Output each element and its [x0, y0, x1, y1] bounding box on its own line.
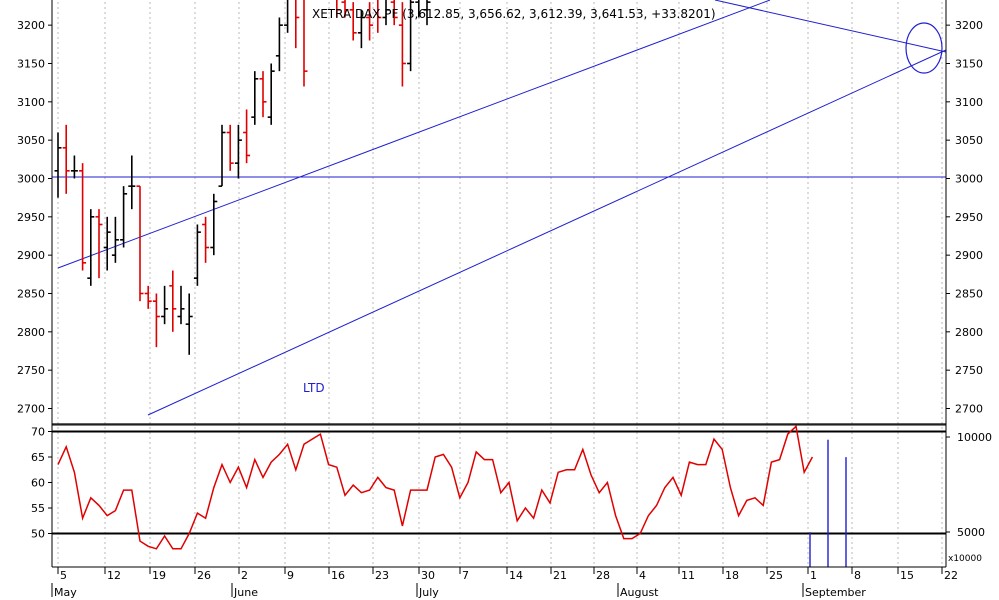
rsi-tick-label: 65: [31, 451, 45, 464]
y-tick-label-left: 3150: [17, 57, 45, 70]
y-tick-label-right: 3150: [955, 57, 983, 70]
x-tick-label: 25: [769, 569, 783, 582]
rsi-line: [57, 424, 814, 550]
month-label: September: [805, 586, 866, 599]
x-tick-label: 7: [462, 569, 469, 582]
x-tick-label: 8: [854, 569, 861, 582]
x-tick-label: 21: [553, 569, 567, 582]
ltd-annotation: LTD: [303, 381, 325, 395]
x-tick-label: 18: [725, 569, 739, 582]
x-tick-label: 23: [375, 569, 389, 582]
y-tick-label-left: 3100: [17, 96, 45, 109]
x-tick-label: 4: [639, 569, 646, 582]
ohlc-bars: [54, 0, 431, 355]
y-tick-label-left: 3050: [17, 134, 45, 147]
vertical-gridlines: [57, 2, 943, 567]
month-label: August: [620, 586, 659, 599]
y-tick-label-right: 2850: [955, 287, 983, 300]
volume-bars: [809, 439, 847, 567]
y-tick-label-left: 2800: [17, 326, 45, 339]
trendline: [714, 0, 947, 53]
trendline: [57, 0, 771, 269]
y-tick-label-left: 3200: [17, 19, 45, 32]
trendlines: [57, 0, 947, 416]
rsi-tick-label: 70: [31, 426, 45, 439]
y-tick-label-left: 2850: [17, 287, 45, 300]
rsi-tick-label: 50: [31, 528, 45, 541]
month-label: May: [54, 586, 77, 599]
x-tick-label: 22: [944, 569, 958, 582]
rsi-tick-label: 55: [31, 502, 45, 515]
y-tick-label-right: 2900: [955, 249, 983, 262]
x-tick-label: 9: [287, 569, 294, 582]
y-tick-label-right: 2950: [955, 211, 983, 224]
target-circle: [905, 22, 943, 74]
y-tick-label-right: 2800: [955, 326, 983, 339]
y-tick-label-left: 3000: [17, 172, 45, 185]
rsi-axis: 50 55 60 65 70: [31, 426, 52, 541]
y-tick-label-left: 2900: [17, 249, 45, 262]
volume-axis: 10000 5000: [946, 431, 992, 539]
x-tick-label: 28: [596, 569, 610, 582]
y-tick-label-right: 2700: [955, 403, 983, 416]
x-tick-label: 1: [810, 569, 817, 582]
month-label: July: [418, 586, 439, 599]
y-tick-label-right: 3000: [955, 172, 983, 185]
rsi-tick-label: 60: [31, 477, 45, 490]
x-tick-label: 5: [60, 569, 67, 582]
chart-title: XETRA DAX PF (3,612.85, 3,656.62, 3,612.…: [312, 7, 716, 21]
y-tick-label-right: 3200: [955, 19, 983, 32]
y-tick-label-right: 3100: [955, 96, 983, 109]
y-tick-label-right: 3050: [955, 134, 983, 147]
x-tick-label: 15: [900, 569, 914, 582]
volume-tick-label: 5000: [957, 526, 985, 539]
price-axis: 2700 2700 2750 2750 2800 2800 2850 2850 2900 2900…: [17, 19, 983, 416]
x-tick-label: 19: [152, 569, 166, 582]
x-tick-label: 30: [421, 569, 435, 582]
x-tick-label: 14: [509, 569, 523, 582]
y-tick-label-left: 2950: [17, 211, 45, 224]
y-tick-label-left: 2700: [17, 403, 45, 416]
y-tick-label-left: 2750: [17, 364, 45, 377]
x-tick-label: 11: [681, 569, 695, 582]
volume-scale-label: x10000: [948, 554, 982, 564]
volume-tick-label: 10000: [957, 431, 992, 444]
x-tick-label: 26: [197, 569, 211, 582]
x-tick-label: 12: [107, 569, 121, 582]
y-tick-label-right: 2750: [955, 364, 983, 377]
trendline: [147, 49, 947, 416]
x-tick-label: 2: [241, 569, 248, 582]
month-label: June: [233, 586, 258, 599]
x-tick-label: 16: [331, 569, 345, 582]
horizontal-lines: [52, 176, 946, 425]
